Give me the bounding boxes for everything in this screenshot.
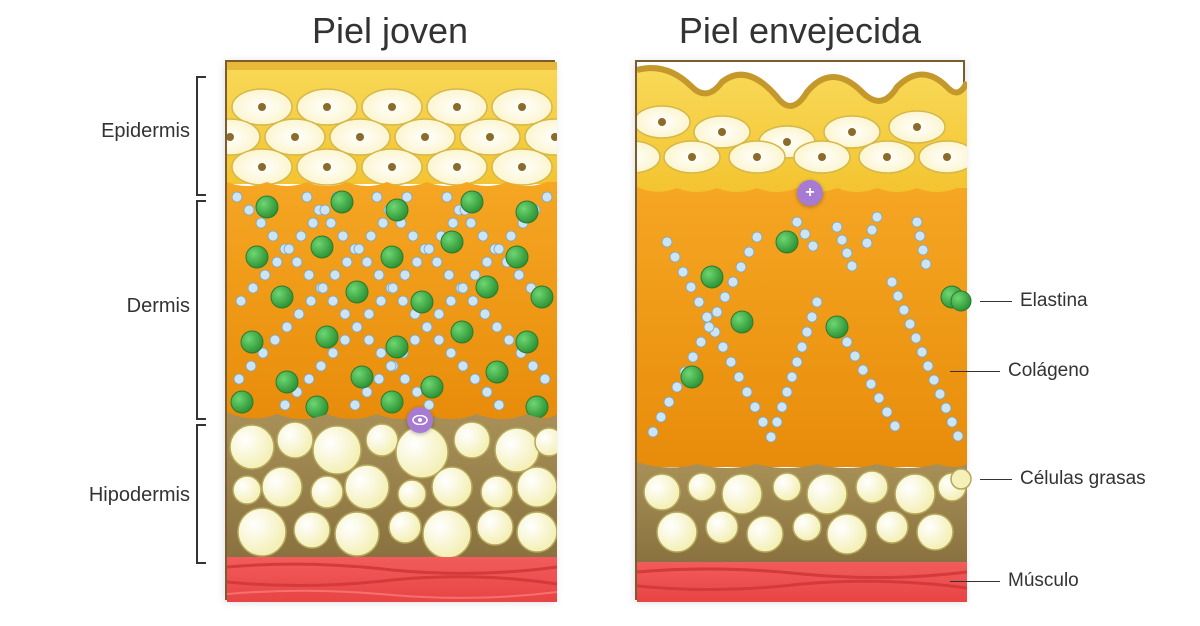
title-aged: Piel envejecida [679,10,921,52]
legend-celulas-grasas: Células grasas [1020,469,1146,490]
eye-badge-icon[interactable] [407,407,433,433]
aged-skin-svg [637,62,967,602]
young-skin-panel [225,60,555,600]
legend-connector [950,371,1000,372]
left-layer-labels: Epidermis Dermis Hipodermis [60,10,210,616]
aged-skin-panel: + [635,60,965,600]
legend-musculo: Músculo [1008,570,1079,592]
title-young: Piel joven [312,10,468,52]
label-hipodermis: Hipodermis [89,484,190,507]
label-epidermis: Epidermis [101,120,190,143]
legend-connector [950,581,1000,582]
legend-connector [980,301,1012,302]
legend-elastina: Elastina [1020,290,1088,312]
label-dermis: Dermis [127,295,190,318]
plus-badge-icon[interactable]: + [797,180,823,206]
legend-connector [980,479,1012,480]
bracket-dermis [196,200,206,420]
young-skin-column: Piel joven [210,10,570,616]
elastin-icon [950,290,972,312]
right-legend: Elastina Colágeno Células grasas Músculo [980,10,1140,616]
legend-colageno: Colágeno [1008,360,1089,382]
bracket-hipodermis [196,424,206,564]
fat-cell-icon [950,468,972,490]
bracket-epidermis [196,76,206,196]
aged-skin-column: Piel envejecida [620,10,980,616]
young-skin-svg [227,62,557,602]
skin-diagram-container: Epidermis Dermis Hipodermis Piel joven [0,0,1200,626]
